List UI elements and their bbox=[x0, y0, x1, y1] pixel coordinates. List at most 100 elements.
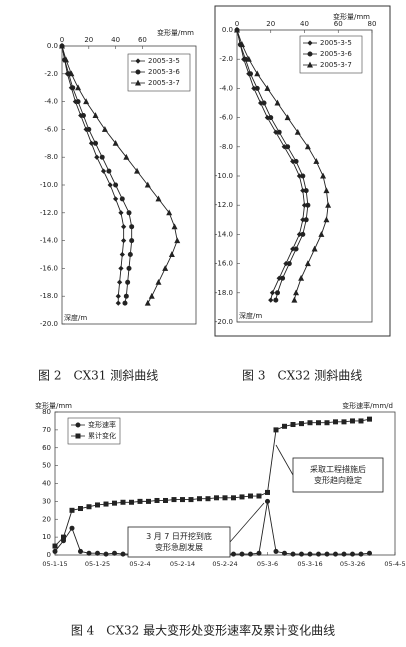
marker bbox=[120, 551, 126, 557]
x-tick-label: 05-1-25 bbox=[85, 560, 110, 568]
marker bbox=[123, 153, 130, 160]
marker bbox=[280, 275, 286, 281]
annotation-text: 变形趋向稳定 bbox=[314, 475, 362, 485]
marker bbox=[83, 98, 90, 105]
marker bbox=[264, 85, 271, 91]
marker bbox=[129, 238, 135, 244]
marker bbox=[290, 422, 296, 428]
marker bbox=[146, 498, 152, 504]
series-line bbox=[236, 29, 305, 301]
marker bbox=[298, 274, 305, 281]
y-tick-label: 40 bbox=[42, 480, 51, 488]
marker bbox=[284, 114, 291, 121]
figure-frame bbox=[214, 5, 391, 337]
legend-box bbox=[67, 417, 121, 445]
y-tick-label: -8.0 bbox=[44, 153, 58, 161]
y-tick-label: -12.0 bbox=[40, 209, 58, 217]
marker bbox=[116, 279, 123, 285]
marker bbox=[315, 551, 321, 557]
y-tick-label: 30 bbox=[42, 497, 51, 505]
marker bbox=[303, 188, 309, 194]
series-line bbox=[61, 45, 125, 304]
marker bbox=[294, 128, 301, 135]
marker bbox=[78, 548, 84, 554]
y-tick-label: 50 bbox=[42, 462, 51, 470]
marker bbox=[290, 551, 296, 557]
marker bbox=[155, 195, 162, 202]
y-axis-label: 变形量/mm bbox=[35, 401, 72, 410]
marker bbox=[254, 85, 260, 91]
marker bbox=[366, 416, 372, 422]
marker bbox=[101, 126, 108, 132]
marker bbox=[122, 300, 128, 306]
y-tick-label: 0.0 bbox=[47, 42, 58, 50]
marker bbox=[304, 260, 311, 267]
marker bbox=[256, 550, 262, 556]
marker bbox=[60, 534, 66, 540]
marker bbox=[92, 112, 99, 118]
marker bbox=[268, 115, 274, 121]
legend-label: 2005-3-5 bbox=[320, 39, 352, 47]
y-tick-label: 10 bbox=[42, 533, 51, 541]
x-tick-label: 05-2-14 bbox=[170, 560, 195, 568]
marker bbox=[274, 290, 280, 296]
y2-axis-label: 变形速率/mm/d bbox=[342, 401, 393, 410]
marker bbox=[112, 500, 118, 506]
y-tick-label: 70 bbox=[42, 426, 51, 434]
legend-label: 2005-3-5 bbox=[148, 57, 180, 65]
marker bbox=[115, 300, 121, 306]
marker bbox=[214, 495, 220, 501]
marker bbox=[264, 498, 270, 504]
marker bbox=[307, 61, 313, 68]
y-tick-label: -10.0 bbox=[215, 172, 233, 180]
marker bbox=[166, 209, 173, 216]
marker bbox=[86, 126, 92, 132]
annotation-text: 采取工程措施后 bbox=[310, 464, 366, 474]
marker bbox=[125, 279, 131, 285]
marker bbox=[180, 497, 186, 503]
marker bbox=[155, 278, 162, 285]
legend-label: 2005-3-6 bbox=[320, 50, 352, 58]
annotation-arrow bbox=[275, 444, 294, 476]
x-axis-label: 变形量/mm bbox=[333, 12, 370, 21]
marker bbox=[59, 42, 65, 49]
marker bbox=[95, 502, 101, 508]
marker bbox=[144, 299, 151, 306]
marker bbox=[163, 497, 169, 503]
marker bbox=[119, 196, 125, 202]
marker bbox=[231, 495, 237, 501]
y-tick-label: -16.0 bbox=[215, 260, 233, 268]
marker bbox=[358, 418, 364, 424]
marker bbox=[69, 525, 75, 531]
marker bbox=[254, 70, 261, 77]
y-tick-label: -2.0 bbox=[219, 55, 233, 63]
marker bbox=[103, 551, 109, 557]
marker bbox=[115, 293, 121, 299]
marker bbox=[300, 173, 306, 179]
y-tick-label: 60 bbox=[42, 444, 51, 452]
marker bbox=[324, 420, 330, 426]
marker bbox=[293, 289, 300, 296]
x-tick-label: 60 bbox=[334, 20, 343, 28]
marker bbox=[304, 143, 311, 150]
marker bbox=[106, 168, 112, 174]
y-axis-label: 深度/m bbox=[239, 311, 262, 320]
marker bbox=[94, 154, 100, 160]
y-tick-label: -12.0 bbox=[215, 201, 233, 209]
marker bbox=[188, 497, 194, 503]
marker bbox=[281, 550, 287, 556]
y-tick-label: -2.0 bbox=[44, 70, 58, 78]
marker bbox=[112, 139, 119, 146]
marker bbox=[300, 231, 306, 237]
marker bbox=[315, 420, 321, 426]
marker bbox=[52, 548, 58, 554]
marker bbox=[245, 55, 252, 62]
marker bbox=[127, 252, 133, 258]
marker bbox=[148, 292, 155, 299]
marker bbox=[332, 419, 338, 425]
marker bbox=[358, 551, 364, 557]
marker bbox=[239, 41, 246, 48]
y-tick-label: -10.0 bbox=[40, 181, 58, 189]
marker bbox=[303, 217, 309, 223]
